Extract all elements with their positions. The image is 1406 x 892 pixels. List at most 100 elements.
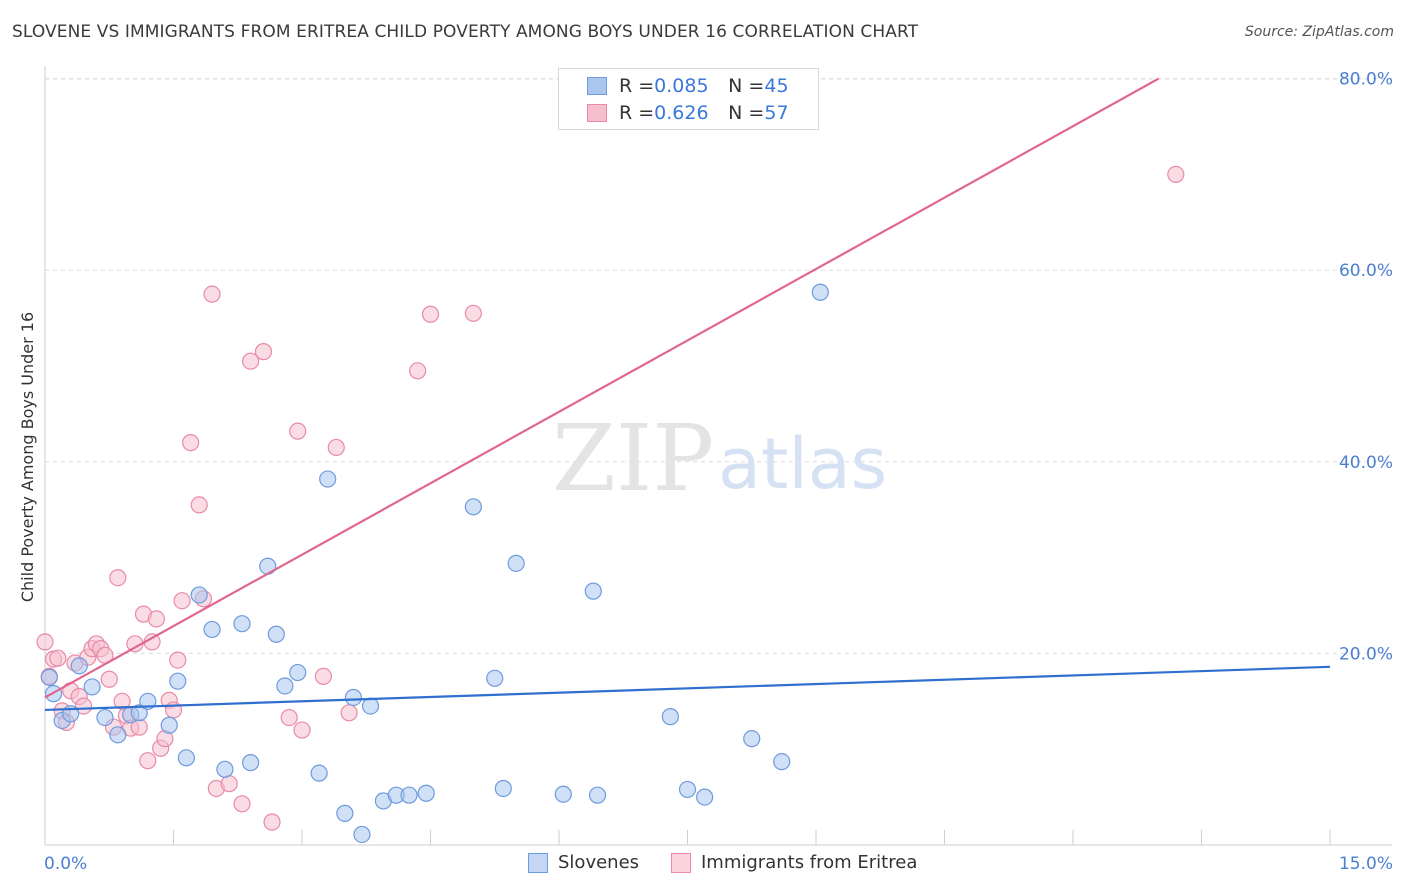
eritrea-point <box>233 795 251 813</box>
y-axis-label: Child Poverty Among Boys Under 16 <box>18 312 37 602</box>
eritrea-point <box>289 422 307 440</box>
legend-row-eritrea: R = 0.626 N = 57 <box>559 101 789 125</box>
n-label: N = <box>728 102 765 124</box>
slovenes-point <box>400 786 418 804</box>
y-tick-label: 20.0% <box>1339 644 1393 664</box>
watermark-atlas: atlas <box>718 423 887 505</box>
source-label: Source: ZipAtlas.com <box>1244 24 1394 40</box>
eritrea-point <box>173 592 191 610</box>
x-tick-label: 0.0% <box>44 854 87 874</box>
slovenes-point <box>160 716 178 734</box>
eritrea-point <box>139 752 157 770</box>
tick-labels: 20.0% 40.0% 60.0% 80.0% 0.0% 15.0% <box>44 70 1393 874</box>
eritrea-point <box>109 569 127 587</box>
series-eritrea-points <box>36 165 1185 831</box>
eritrea-point <box>36 633 54 651</box>
eritrea-point <box>242 352 260 370</box>
slovenes-swatch-icon <box>587 77 607 95</box>
slovenes-swatch-icon <box>528 852 548 873</box>
eritrea-point <box>147 610 165 628</box>
eritrea-point <box>164 701 183 719</box>
slovenes-point <box>190 586 208 604</box>
n-label: N = <box>728 75 765 97</box>
slovenes-point <box>811 283 829 301</box>
eritrea-point <box>190 496 208 514</box>
slovenes-point <box>353 825 371 844</box>
slovenes-point <box>464 498 482 516</box>
slovenes-point <box>773 753 791 771</box>
y-tick-label: 60.0% <box>1339 261 1393 281</box>
n-value: 57 <box>764 102 789 124</box>
slovenes-point <box>130 704 148 722</box>
legend-row-slovenes: R = 0.085 N = 45 <box>559 74 789 98</box>
slovenes-point <box>242 754 260 772</box>
legend-item-eritrea: Immigrants from Eritrea <box>671 852 917 873</box>
chart-title: SLOVENE VS IMMIGRANTS FROM ERITREA CHILD… <box>12 22 919 42</box>
eritrea-point <box>100 670 118 688</box>
slovenes-point <box>276 677 294 695</box>
eritrea-point <box>182 434 200 452</box>
legend-label-eritrea: Immigrants from Eritrea <box>701 852 918 873</box>
slovenes-point <box>169 672 187 690</box>
legend-item-slovenes: Slovenes <box>528 852 639 873</box>
slovenes-point <box>584 582 602 600</box>
eritrea-swatch-icon <box>587 104 607 122</box>
eritrea-point <box>74 697 93 715</box>
slovenes-point <box>678 780 697 799</box>
eritrea-point <box>220 775 238 793</box>
slovenes-point <box>177 749 195 767</box>
r-label: R = <box>619 102 655 124</box>
eritrea-trendline <box>44 77 1160 699</box>
slovenes-point <box>417 784 435 802</box>
eritrea-point <box>327 438 345 457</box>
eritrea-point <box>169 651 187 669</box>
slovenes-point <box>507 554 525 572</box>
eritrea-point <box>421 305 440 323</box>
eritrea-point <box>280 708 298 727</box>
watermark: ZIP atlas <box>552 405 887 512</box>
eritrea-point <box>314 667 333 685</box>
axes <box>44 66 1392 846</box>
eritrea-point <box>263 813 281 831</box>
eritrea-point <box>340 704 358 722</box>
slovenes-trendline <box>44 665 1331 712</box>
slovenes-point <box>743 730 761 748</box>
y-tick-label: 40.0% <box>1339 453 1393 473</box>
eritrea-point <box>203 285 221 303</box>
slovenes-point <box>494 779 512 798</box>
legend-label-slovenes: Slovenes <box>558 852 640 873</box>
r-value: 0.626 <box>654 102 709 124</box>
y-tick-label: 80.0% <box>1339 70 1393 90</box>
eritrea-point <box>409 362 427 380</box>
slovenes-point <box>310 764 328 782</box>
slovenes-point <box>96 708 114 727</box>
eritrea-point <box>464 304 482 322</box>
slovenes-point <box>696 788 714 806</box>
slovenes-point <box>554 785 572 803</box>
slovenes-point <box>233 615 251 633</box>
watermark-zip: ZIP <box>552 405 714 512</box>
slovenes-point <box>319 470 337 488</box>
slovenes-point <box>267 625 285 643</box>
correlation-legend: R = 0.085 N = 45 R = 0.626 N = 57 <box>558 68 819 130</box>
slovenes-point <box>361 697 380 715</box>
slovenes-point <box>588 786 607 804</box>
slovenes-point <box>344 688 362 707</box>
eritrea-point <box>49 649 67 667</box>
slovenes-point <box>216 760 234 778</box>
eritrea-point <box>1167 165 1185 183</box>
slovenes-point <box>109 726 127 744</box>
x-tick-label: 15.0% <box>1339 854 1393 874</box>
r-value: 0.085 <box>654 75 709 97</box>
series-slovenes-points <box>40 283 829 844</box>
series-legend: Slovenes Immigrants from Eritrea <box>0 852 1406 876</box>
eritrea-point <box>293 721 311 739</box>
eritrea-swatch-icon <box>671 852 691 873</box>
slovenes-point <box>289 663 307 682</box>
r-label: R = <box>619 75 655 97</box>
slovenes-point <box>661 708 679 726</box>
slovenes-point <box>486 669 504 687</box>
n-value: 45 <box>764 75 789 97</box>
eritrea-point <box>254 343 273 361</box>
